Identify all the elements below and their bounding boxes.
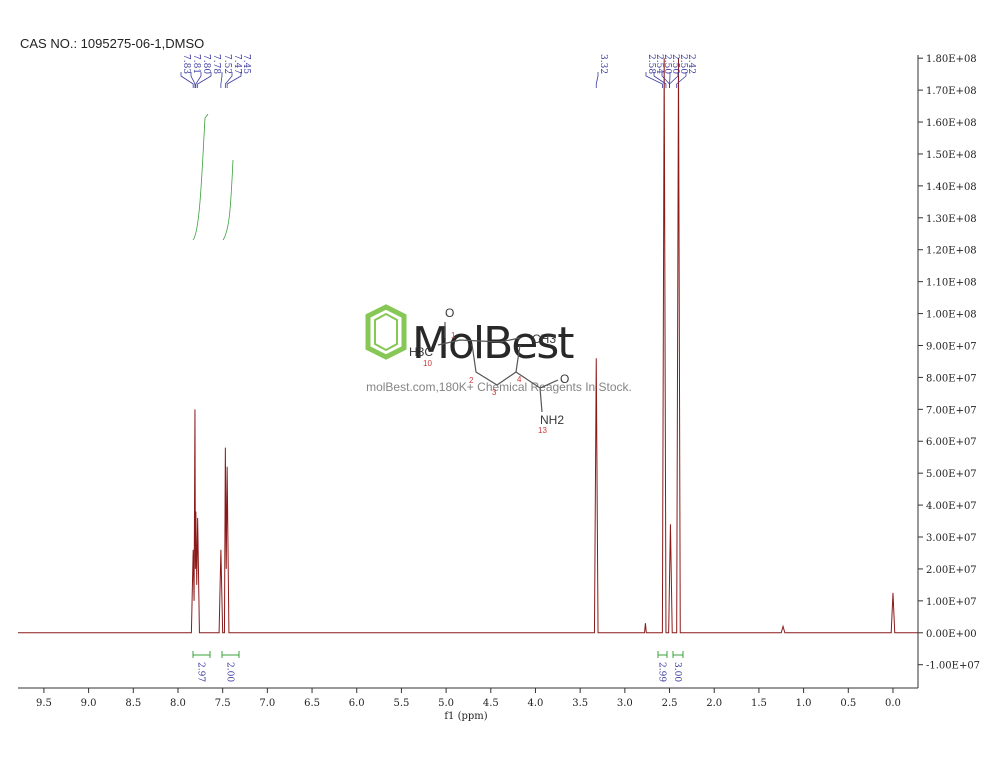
peak-label: 2.58: [646, 54, 656, 74]
structure-label: 3: [492, 388, 497, 397]
structure-bonds: [437, 322, 559, 413]
y-tick-label: 1.60E+08: [926, 118, 977, 129]
x-tick-label: 6.0: [349, 698, 365, 709]
x-tick-label: 0.5: [840, 698, 856, 709]
integral-bracket: [657, 651, 668, 658]
peak-label: 2.50: [662, 54, 672, 74]
peak-label: 7.78: [211, 54, 221, 74]
peak-label: 2.50: [670, 54, 680, 74]
y-tick-label: 1.70E+08: [926, 86, 977, 97]
x-tick-label: 4.0: [528, 698, 544, 709]
y-tick-label: 1.20E+08: [926, 246, 977, 257]
peak-label: 2.50: [678, 54, 688, 74]
structure-label: 10: [423, 359, 432, 368]
integral-label: 2.00: [225, 662, 235, 682]
peak-label: 7.83: [181, 54, 191, 74]
x-tick-label: 1.0: [796, 698, 812, 709]
watermark: MolBest molBest.com,180K+ Chemical Reage…: [365, 304, 632, 435]
peak-leader: [226, 72, 242, 88]
peak-label: 7.47: [232, 54, 242, 74]
logo-ring: [365, 304, 407, 360]
peak-label: 7.80: [201, 54, 211, 74]
peak-label: 7.45: [241, 54, 251, 74]
y-tick-label: 1.40E+08: [926, 182, 977, 193]
y-tick-label: 9.00E+07: [926, 341, 977, 352]
integral-curve: [222, 159, 234, 241]
x-tick-label: 8.5: [125, 698, 141, 709]
integral-label: 2.99: [657, 662, 667, 682]
structure-label: 1: [451, 331, 456, 340]
peak-leader: [220, 72, 223, 88]
y-tick-label: 1.00E+08: [926, 310, 977, 321]
peak-leader: [195, 72, 202, 88]
structure-label: 13: [538, 426, 547, 435]
y-tick-label: 6.00E+07: [926, 437, 977, 448]
structure-label: 2: [469, 376, 474, 385]
y-tick-label: 0.00E+00: [926, 629, 977, 640]
x-tick-label: 9.5: [36, 698, 52, 709]
y-tick-label: 5.00E+07: [926, 469, 977, 480]
y-tick-label: 3.00E+07: [926, 533, 977, 544]
x-tick-label: 1.5: [751, 698, 767, 709]
y-tick-label: 8.00E+07: [926, 373, 977, 384]
x-tick-label: 5.0: [438, 698, 454, 709]
x-tick-label: 8.0: [170, 698, 186, 709]
structure-label: H3C: [409, 345, 433, 359]
x-tick-label: 0.0: [885, 698, 901, 709]
integral-bracket: [221, 651, 240, 658]
x-tick-label: 2.0: [706, 698, 722, 709]
peak-label: 7.52: [222, 54, 232, 74]
x-tick-label: 9.0: [81, 698, 97, 709]
peak-leader: [197, 72, 212, 88]
peak-leader: [645, 72, 663, 88]
y-tick-label: -1.00E+07: [926, 661, 980, 672]
integral-label: 2.97: [196, 662, 206, 682]
structure-label: 4: [517, 375, 522, 384]
x-tick-label: 4.5: [483, 698, 499, 709]
peak-label: 7.81: [191, 54, 201, 74]
peak-leader: [190, 72, 196, 88]
integral-curve: [192, 113, 209, 241]
watermark-text: molBest.com,180K+ Chemical Reagents In S…: [366, 380, 632, 394]
structure-label: NH2: [540, 413, 564, 427]
logo-text: MolBest: [412, 318, 574, 369]
logo-hex: [374, 312, 398, 352]
peak-leader: [180, 72, 194, 88]
chart-title: CAS NO.: 1095275-06-1,DMSO: [20, 36, 204, 51]
peak-leader: [676, 72, 687, 88]
peak-leader: [224, 72, 233, 88]
integral-label: 3.00: [672, 662, 682, 682]
y-tick-label: 2.00E+07: [926, 565, 977, 576]
y-tick-label: 7.00E+07: [926, 405, 977, 416]
integral-bracket: [672, 651, 684, 658]
structure-label: O: [560, 372, 569, 386]
peak-label: 3.32: [598, 54, 608, 74]
x-tick-label: 6.5: [304, 698, 320, 709]
x-axis-label: f1 (ppm): [444, 711, 487, 722]
peak-leader: [595, 72, 599, 88]
y-tick-label: 4.00E+07: [926, 501, 977, 512]
y-tick-label: 1.00E+07: [926, 597, 977, 608]
peak-leader: [669, 72, 679, 88]
structure-label: CH3: [532, 332, 556, 346]
x-tick-label: 2.5: [662, 698, 678, 709]
x-tick-label: 7.0: [259, 698, 275, 709]
peak-label: 2.54: [654, 54, 664, 74]
peak-leader: [653, 72, 667, 88]
y-tick-label: 1.80E+08: [926, 54, 977, 65]
x-tick-label: 3.0: [617, 698, 633, 709]
x-tick-label: 7.5: [215, 698, 231, 709]
y-tick-label: 1.10E+08: [926, 278, 977, 289]
x-tick-label: 5.5: [393, 698, 409, 709]
peak-label: 2.42: [686, 54, 696, 74]
y-tick-label: 1.50E+08: [926, 150, 977, 161]
y-tick-label: 1.30E+08: [926, 214, 977, 225]
x-tick-label: 3.5: [572, 698, 588, 709]
integral-bracket: [192, 651, 211, 658]
structure-label: O: [445, 306, 454, 320]
spectrum-line: [18, 58, 918, 634]
